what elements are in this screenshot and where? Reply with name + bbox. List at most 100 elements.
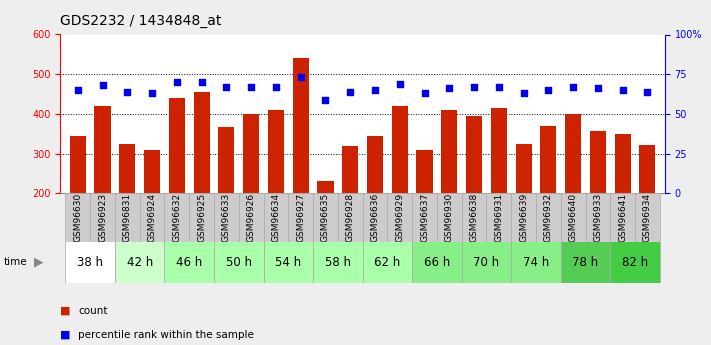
Text: percentile rank within the sample: percentile rank within the sample bbox=[78, 330, 254, 339]
Point bbox=[295, 75, 306, 80]
Text: GSM96632: GSM96632 bbox=[172, 193, 181, 242]
Text: GSM96641: GSM96641 bbox=[618, 193, 627, 242]
Text: GSM96933: GSM96933 bbox=[594, 193, 602, 242]
Text: GSM96635: GSM96635 bbox=[321, 193, 330, 242]
Text: GSM96931: GSM96931 bbox=[494, 193, 503, 242]
Bar bbox=[144, 150, 160, 273]
Bar bbox=[412, 241, 461, 283]
Point bbox=[122, 89, 133, 95]
Bar bbox=[338, 193, 363, 242]
Bar bbox=[90, 193, 115, 242]
Bar bbox=[387, 193, 412, 242]
Bar bbox=[264, 193, 288, 242]
Point bbox=[592, 86, 604, 91]
Bar bbox=[561, 193, 586, 242]
Bar bbox=[536, 193, 561, 242]
Bar bbox=[65, 241, 115, 283]
Text: GSM96924: GSM96924 bbox=[148, 193, 156, 242]
Bar bbox=[115, 193, 139, 242]
Text: 62 h: 62 h bbox=[374, 256, 400, 269]
Bar bbox=[264, 241, 313, 283]
Point bbox=[245, 84, 257, 90]
Point bbox=[518, 90, 529, 96]
Point bbox=[72, 87, 83, 93]
Point bbox=[469, 84, 480, 90]
Bar bbox=[214, 241, 264, 283]
Bar bbox=[417, 150, 432, 273]
Text: 54 h: 54 h bbox=[275, 256, 301, 269]
Bar bbox=[363, 193, 387, 242]
Text: 50 h: 50 h bbox=[226, 256, 252, 269]
Point bbox=[617, 87, 629, 93]
Point bbox=[369, 87, 380, 93]
Bar bbox=[511, 193, 536, 242]
Bar bbox=[139, 193, 164, 242]
Text: 38 h: 38 h bbox=[77, 256, 103, 269]
Bar bbox=[293, 58, 309, 273]
Text: count: count bbox=[78, 306, 107, 315]
Point bbox=[493, 84, 505, 90]
Point bbox=[320, 97, 331, 102]
Bar bbox=[288, 193, 313, 242]
Bar bbox=[164, 241, 214, 283]
Text: 46 h: 46 h bbox=[176, 256, 203, 269]
Text: ▶: ▶ bbox=[34, 256, 44, 269]
Bar bbox=[317, 181, 333, 273]
Point bbox=[444, 86, 455, 91]
Bar bbox=[189, 193, 214, 242]
Text: GSM96928: GSM96928 bbox=[346, 193, 355, 242]
Bar bbox=[515, 144, 532, 273]
Text: GSM96927: GSM96927 bbox=[296, 193, 305, 242]
Point bbox=[97, 82, 108, 88]
Text: ■: ■ bbox=[60, 306, 71, 315]
Text: 58 h: 58 h bbox=[325, 256, 351, 269]
Text: 70 h: 70 h bbox=[474, 256, 500, 269]
Bar bbox=[95, 106, 111, 273]
Text: GSM96636: GSM96636 bbox=[370, 193, 380, 242]
Text: GSM96929: GSM96929 bbox=[395, 193, 405, 242]
Bar bbox=[363, 241, 412, 283]
Bar bbox=[437, 193, 461, 242]
Bar bbox=[214, 193, 239, 242]
Bar bbox=[590, 130, 606, 273]
Point bbox=[567, 84, 579, 90]
Bar bbox=[412, 193, 437, 242]
Bar bbox=[565, 114, 581, 273]
Bar bbox=[342, 146, 358, 273]
Bar bbox=[115, 241, 164, 283]
Bar bbox=[491, 108, 507, 273]
Bar bbox=[461, 241, 511, 283]
Point bbox=[220, 84, 232, 90]
Bar bbox=[392, 106, 408, 273]
Point bbox=[270, 84, 282, 90]
Bar bbox=[70, 136, 86, 273]
Bar bbox=[119, 145, 135, 273]
Bar bbox=[218, 127, 235, 273]
Bar bbox=[243, 114, 260, 273]
Bar bbox=[268, 110, 284, 273]
Bar bbox=[610, 241, 660, 283]
Text: GSM96633: GSM96633 bbox=[222, 193, 231, 242]
Bar bbox=[164, 193, 189, 242]
Bar bbox=[586, 193, 610, 242]
Bar bbox=[367, 136, 383, 273]
Text: GSM96638: GSM96638 bbox=[469, 193, 479, 242]
Text: GSM96639: GSM96639 bbox=[519, 193, 528, 242]
Text: GSM96831: GSM96831 bbox=[123, 193, 132, 242]
Point bbox=[542, 87, 554, 93]
Text: ■: ■ bbox=[60, 330, 71, 339]
Text: 74 h: 74 h bbox=[523, 256, 549, 269]
Bar bbox=[466, 116, 482, 273]
Bar bbox=[193, 92, 210, 273]
Text: GSM96637: GSM96637 bbox=[420, 193, 429, 242]
Text: 66 h: 66 h bbox=[424, 256, 450, 269]
Text: 42 h: 42 h bbox=[127, 256, 153, 269]
Text: time: time bbox=[4, 257, 27, 267]
Text: GSM96932: GSM96932 bbox=[544, 193, 553, 242]
Point bbox=[171, 79, 183, 85]
Text: 82 h: 82 h bbox=[622, 256, 648, 269]
Bar bbox=[511, 241, 561, 283]
Text: GSM96630: GSM96630 bbox=[73, 193, 82, 242]
Bar bbox=[169, 98, 185, 273]
Bar bbox=[442, 110, 457, 273]
